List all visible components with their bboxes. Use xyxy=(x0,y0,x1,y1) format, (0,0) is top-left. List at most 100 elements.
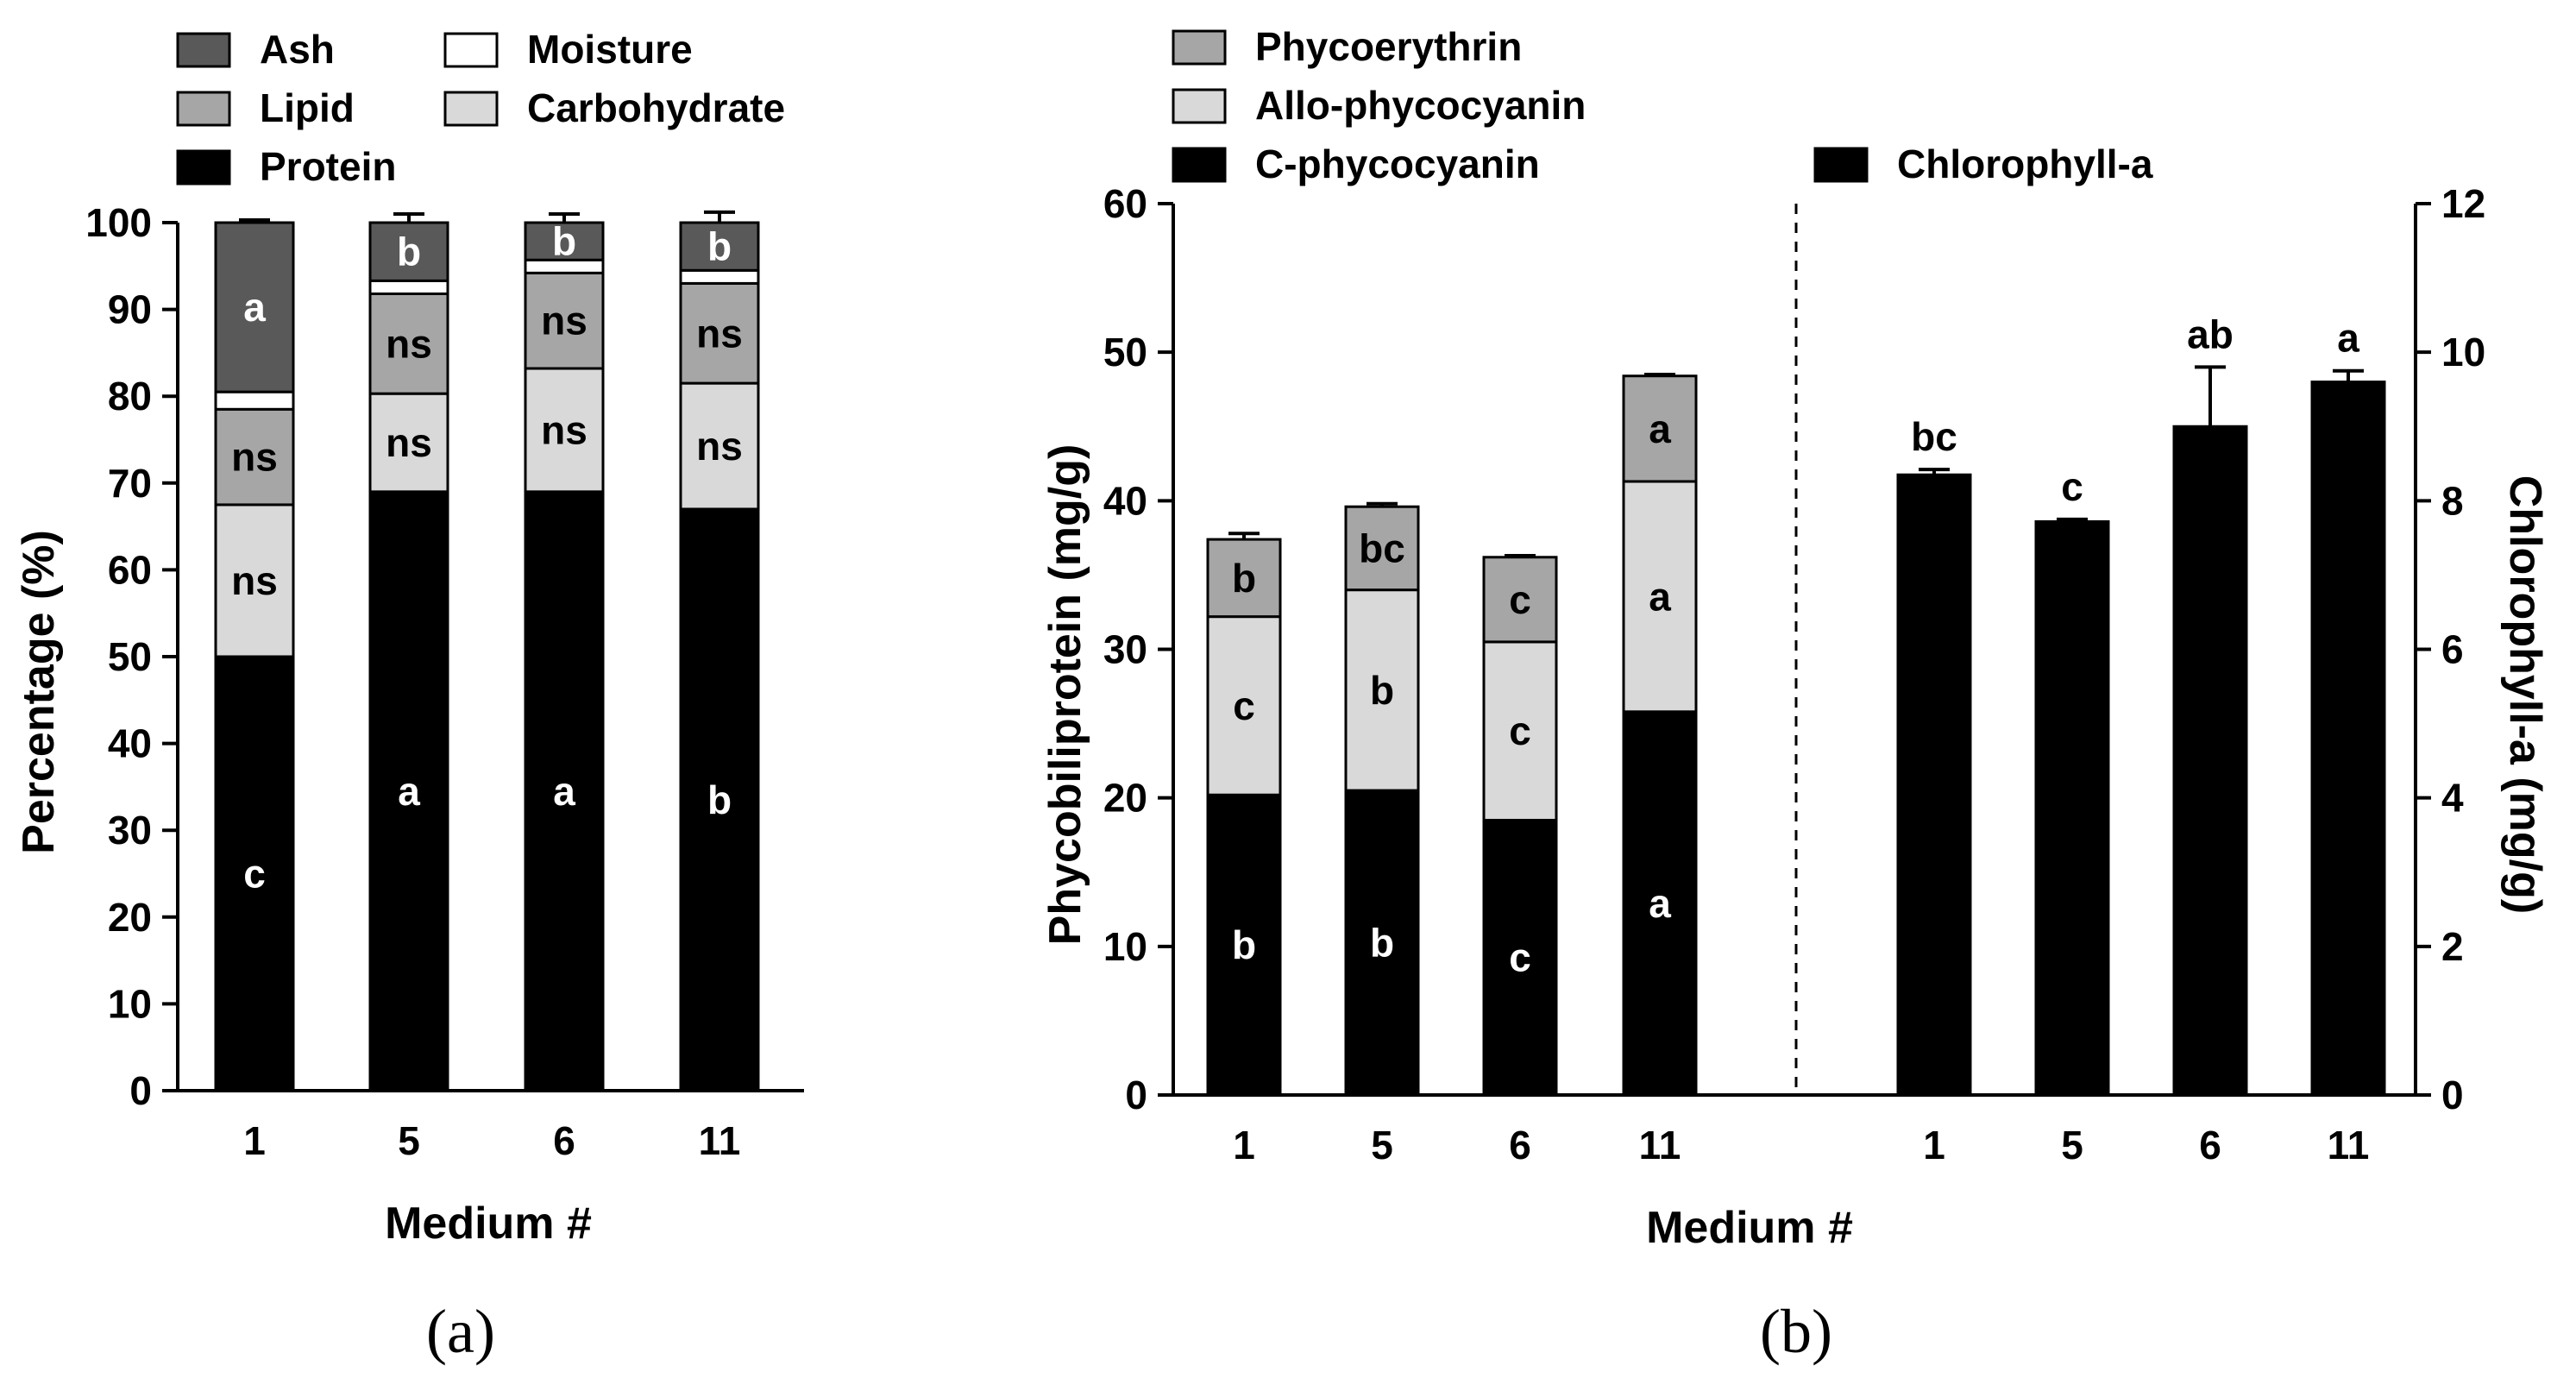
panel-b-data-label-c-phycocyanin-5: b xyxy=(1370,921,1394,966)
panel-a-legend-swatch-carbohydrate xyxy=(443,91,499,127)
panel-b-x-right-category-label-1: 1 xyxy=(1923,1123,1945,1167)
panel-a-legend-swatch-lipid xyxy=(176,91,231,127)
panel-b-y-left-tick-label: 20 xyxy=(1103,776,1147,821)
panel-a-bar-lipid-5 xyxy=(368,292,449,395)
panel-b-data-label-allo-phycocyanin-1: c xyxy=(1233,683,1255,728)
panel-b-ylabel-left: Phycobiliprotein (mg/g) xyxy=(1040,444,1090,946)
panel-a-bar-moisture-5 xyxy=(368,279,449,295)
panel-a-y-tick-label: 90 xyxy=(108,287,152,332)
panel-b-bar-phycoerythrin-6 xyxy=(1482,556,1558,644)
panel-a: Ash Moisture Lipid Carbohydrate Protein 0 10 2… xyxy=(14,27,804,1366)
panel-a-legend-label-ash: Ash xyxy=(260,27,335,72)
panel-b-y-left-tick-label: 50 xyxy=(1103,330,1147,374)
panel-b-data-label-allo-phycocyanin-5: b xyxy=(1370,668,1394,713)
panel-b-bar-c-phycocyanin-1 xyxy=(1206,793,1282,1097)
panel-b-secondary-legend: Chlorophyll-a xyxy=(1813,142,2153,186)
panel-a-bar-carbohydrate-5 xyxy=(368,392,449,494)
panel-a-x-category-label-6: 6 xyxy=(553,1118,575,1163)
panel-a-y-tick-label: 50 xyxy=(108,634,152,679)
panel-b-y-right-tick-label: 8 xyxy=(2441,478,2464,523)
panel-a-data-label-ash-11: b xyxy=(707,224,732,269)
panel-a-bar-protein-6 xyxy=(524,490,605,1092)
panel-b-x-right-category-label-6: 6 xyxy=(2199,1123,2221,1167)
panel-b-data-label-chlorophyll-a-1: bc xyxy=(1911,414,1957,459)
panel-b-data-label-chlorophyll-a-5: c xyxy=(2061,464,2083,509)
panel-a-y-tick-label: 0 xyxy=(129,1068,152,1113)
panel-a-legend-label-protein: Protein xyxy=(260,144,396,189)
panel-b: Phycoerythrin Allo-phycocyanin C-phycocyan… xyxy=(1040,24,2550,1366)
panel-b-y-right-tick-label: 6 xyxy=(2441,627,2464,672)
panel-a-y-tick-label: 60 xyxy=(108,547,152,592)
panel-a-plot: 0 10 20 30 40 50 60 70 80 90 100 c a a b ns ns ns ns ns ns ns… xyxy=(85,200,804,1163)
panel-a-data-label-protein-11: b xyxy=(707,777,732,822)
panel-b-legend-swatch-allo-phycocyanin xyxy=(1172,88,1227,124)
panel-a-bar-moisture-1 xyxy=(214,390,295,411)
panel-b-x-left-category-label-5: 5 xyxy=(1371,1123,1393,1167)
panel-b-y-left-tick-label: 60 xyxy=(1103,181,1147,226)
panel-a-y-tick-label: 100 xyxy=(85,200,152,245)
panel-a-data-label-ash-1: a xyxy=(243,285,266,330)
panel-a-bar-moisture-11 xyxy=(679,268,760,285)
panel-b-y-left-tick-label: 10 xyxy=(1103,924,1147,969)
panel-a-bar-protein-11 xyxy=(679,507,760,1092)
panel-b-x-left-category-label-6: 6 xyxy=(1509,1123,1531,1167)
panel-b-y-right-tick-label: 12 xyxy=(2441,181,2485,226)
panel-a-data-label-carbohydrate-6: ns xyxy=(541,407,587,452)
panel-b-bar-allo-phycocyanin-6 xyxy=(1482,640,1558,821)
panel-a-bar-ash-11 xyxy=(679,221,760,272)
panel-b-data-label-chlorophyll-a-6: ab xyxy=(2187,311,2234,356)
panel-b-legend-label-allo-phycocyanin: Allo-phycocyanin xyxy=(1255,83,1586,128)
panel-b-data-label-phycoerythrin-11: a xyxy=(1649,406,1671,451)
panel-b-legend-secondary-swatch-chlorophyll-a xyxy=(1813,147,1869,183)
panel-b-data-label-allo-phycocyanin-11: a xyxy=(1649,574,1671,619)
panel-a-xlabel: Medium # xyxy=(385,1199,592,1249)
panel-b-ylabel-right: Chlorophyll-a (mg/g) xyxy=(2500,475,2550,914)
panel-b-bar-chlorophyll-a-1 xyxy=(1896,473,1972,1097)
panel-a-y-tick-label: 10 xyxy=(108,981,152,1026)
panel-a-data-label-protein-6: a xyxy=(553,769,575,814)
panel-a-x-category-label-11: 11 xyxy=(699,1118,741,1163)
panel-b-x-right-category-label-11: 11 xyxy=(2328,1123,2370,1167)
panel-a-legend-swatch-moisture xyxy=(443,32,499,68)
panel-b-caption: (b) xyxy=(1760,1297,1832,1366)
panel-b-data-label-phycoerythrin-1: b xyxy=(1232,556,1256,601)
panel-b-data-label-chlorophyll-a-11: a xyxy=(2337,316,2359,361)
panel-b-y-left-tick-label: 40 xyxy=(1103,478,1147,523)
panel-a-bar-carbohydrate-6 xyxy=(524,367,605,494)
panel-b-bar-chlorophyll-a-6 xyxy=(2172,425,2248,1097)
panel-b-legend-secondary-label-chlorophyll-a: Chlorophyll-a xyxy=(1897,142,2153,186)
panel-b-data-label-c-phycocyanin-6: c xyxy=(1509,935,1531,980)
panel-a-bar-lipid-11 xyxy=(679,281,760,385)
panel-a-y-tick-label: 20 xyxy=(108,895,152,940)
panel-b-bar-chlorophyll-a-11 xyxy=(2310,381,2386,1097)
panel-a-bar-protein-1 xyxy=(214,655,295,1092)
panel-a-data-label-lipid-1: ns xyxy=(231,435,278,480)
panel-b-legend-label-c-phycocyanin: C-phycocyanin xyxy=(1255,142,1540,186)
panel-b-bar-phycoerythrin-1 xyxy=(1206,538,1282,619)
panel-b-y-right-tick-label: 4 xyxy=(2441,776,2464,821)
panel-a-y-tick-label: 30 xyxy=(108,808,152,853)
panel-a-y-tick-label: 40 xyxy=(108,721,152,766)
panel-b-data-label-c-phycocyanin-11: a xyxy=(1649,881,1671,926)
panel-a-y-tick-label: 80 xyxy=(108,374,152,418)
panel-a-legend-label-carbohydrate: Carbohydrate xyxy=(527,85,785,130)
panel-b-legend-label-phycoerythrin: Phycoerythrin xyxy=(1255,24,1522,69)
panel-b-x-right-category-label-5: 5 xyxy=(2061,1123,2083,1167)
panel-b-y-right-tick-label: 2 xyxy=(2441,924,2464,969)
panel-a-caption: (a) xyxy=(426,1297,495,1366)
panel-b-legend-swatch-c-phycocyanin xyxy=(1172,147,1227,183)
panel-a-data-label-carbohydrate-5: ns xyxy=(386,420,432,465)
panel-a-bar-carbohydrate-1 xyxy=(214,503,295,658)
panel-a-bar-lipid-6 xyxy=(524,271,605,370)
panel-a-legend-label-moisture: Moisture xyxy=(527,27,693,72)
panel-b-xlabel: Medium # xyxy=(1646,1203,1853,1253)
panel-b-y-left-tick-label: 0 xyxy=(1125,1073,1147,1117)
panel-b-legend: Phycoerythrin Allo-phycocyanin C-phycocyan… xyxy=(1172,24,1586,186)
panel-b-legend-swatch-phycoerythrin xyxy=(1172,29,1227,66)
panel-b-data-label-allo-phycocyanin-6: c xyxy=(1509,708,1531,753)
panel-a-data-label-ash-5: b xyxy=(397,230,421,274)
panel-b-x-left-category-label-1: 1 xyxy=(1233,1123,1255,1167)
panel-b-bar-c-phycocyanin-6 xyxy=(1482,818,1558,1097)
